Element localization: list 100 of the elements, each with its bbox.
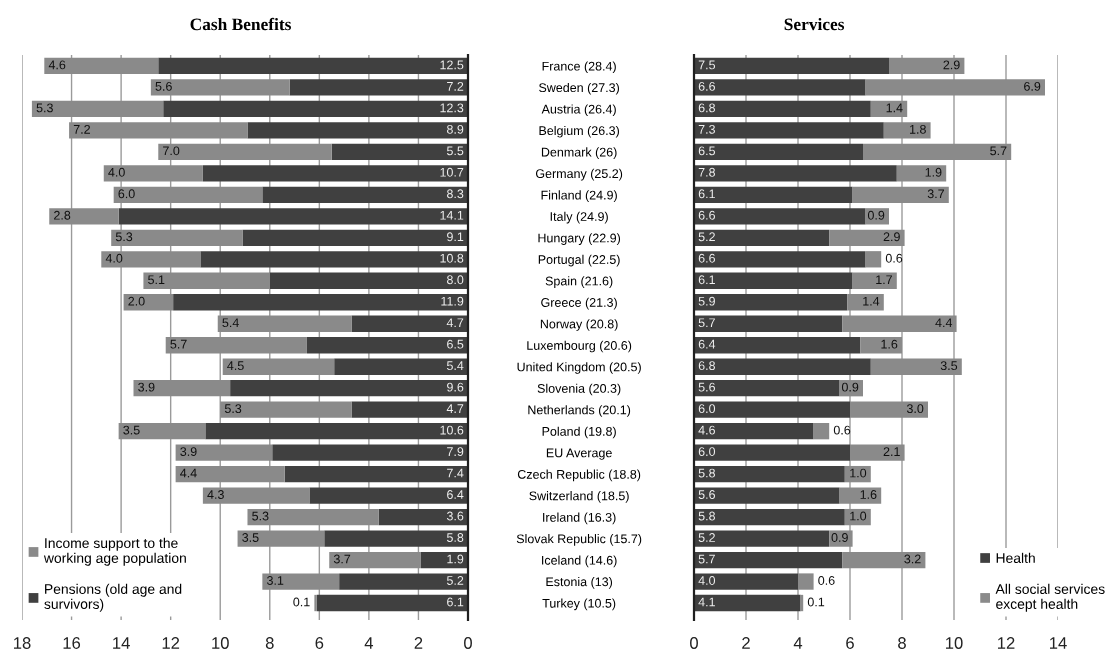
- data-label: 10.7: [440, 167, 464, 177]
- data-label: 1.4: [863, 296, 880, 306]
- data-label: 6.0: [118, 189, 135, 199]
- y-tick-label: Ireland (16.3): [543, 512, 616, 525]
- bar: [202, 165, 468, 182]
- x-tick-label: 12: [162, 637, 180, 649]
- bar: [205, 423, 468, 440]
- bar: [309, 487, 468, 504]
- bar: [694, 380, 840, 397]
- bar: [222, 358, 335, 375]
- bar: [694, 401, 850, 418]
- bar: [694, 251, 866, 268]
- data-label: 3.0: [906, 404, 924, 414]
- bar: [694, 294, 848, 311]
- bar: [314, 594, 317, 612]
- data-label: 4.1: [698, 597, 715, 607]
- data-label: 7.3: [698, 124, 715, 134]
- bar: [242, 229, 468, 246]
- x-tick-label: 0: [464, 637, 472, 649]
- bar: [850, 444, 905, 461]
- bar: [847, 294, 884, 311]
- y-tick-label: United Kingdom (20.5): [517, 362, 641, 374]
- y-tick-label: Estonia (13): [546, 577, 613, 589]
- data-label: 5.3: [224, 404, 242, 414]
- bar: [829, 229, 905, 246]
- bar: [889, 57, 965, 75]
- bar: [842, 551, 926, 569]
- bar: [351, 315, 468, 332]
- y-tick-label: Norway (20.8): [540, 319, 618, 331]
- data-label: 4.7: [446, 318, 464, 327]
- data-label: 5.2: [698, 232, 715, 242]
- x-tick-label: 4: [364, 637, 374, 649]
- data-label: 7.0: [163, 146, 180, 156]
- data-label: 5.4: [222, 318, 239, 328]
- data-label: 10.6: [440, 425, 464, 435]
- data-label: 3.5: [940, 361, 958, 371]
- bar: [694, 337, 861, 354]
- data-label: 5.3: [115, 232, 133, 242]
- data-label: 1.7: [876, 275, 893, 285]
- bar: [694, 186, 853, 204]
- data-label: 8.9: [447, 124, 464, 134]
- bar: [694, 573, 798, 590]
- y-tick-label: Germany (25.2): [535, 168, 623, 181]
- bar: [694, 508, 845, 526]
- bar: [44, 57, 159, 75]
- data-label: 0.6: [833, 425, 851, 435]
- data-label: 6.4: [447, 490, 464, 499]
- bar: [870, 358, 962, 375]
- data-label: 5.7: [698, 554, 715, 564]
- bar: [262, 186, 468, 204]
- bar: [269, 272, 468, 289]
- bar: [163, 100, 468, 118]
- data-label: 1.0: [850, 511, 867, 521]
- data-label: 4.4: [180, 468, 197, 478]
- y-tick-label: Denmark (26): [541, 147, 617, 160]
- bar: [694, 165, 897, 182]
- bar: [289, 79, 468, 96]
- bar: [694, 423, 814, 440]
- bar: [324, 530, 468, 547]
- data-label: 2.8: [54, 210, 71, 220]
- data-label: 3.2: [904, 554, 921, 564]
- data-label: 6.6: [698, 253, 715, 263]
- y-tick-label: Italy (24.9): [550, 211, 608, 224]
- bar: [863, 143, 1012, 161]
- data-label: 6.1: [447, 597, 464, 607]
- y-tick-label: Turkey (10.5): [542, 598, 616, 611]
- bar: [351, 401, 468, 418]
- data-label: 4.7: [446, 404, 464, 413]
- data-label: 6.8: [698, 361, 715, 371]
- data-label: 2.1: [883, 447, 900, 456]
- data-label: 6.4: [698, 339, 716, 349]
- x-tick-label: 10: [212, 637, 229, 649]
- bar: [101, 251, 201, 268]
- data-label: 6.0: [698, 404, 716, 414]
- x-tick-label: 2: [742, 637, 750, 649]
- y-tick-label: Finland (24.9): [541, 190, 617, 202]
- x-tick-label: 10: [946, 637, 963, 649]
- bar: [829, 530, 853, 547]
- x-tick-label: 0: [690, 637, 698, 649]
- x-tick-label: 14: [113, 637, 130, 649]
- data-label: 5.3: [36, 103, 53, 113]
- x-tick-label: 14: [1050, 637, 1067, 649]
- bar: [339, 573, 468, 590]
- bar: [694, 444, 850, 461]
- data-label: 6.0: [698, 447, 716, 456]
- data-label: 6.5: [447, 339, 464, 349]
- legend-label: Health: [996, 552, 1035, 564]
- bar: [123, 294, 174, 311]
- bar: [850, 401, 928, 418]
- data-label: 0.9: [831, 533, 848, 542]
- data-label: 5.7: [170, 339, 187, 349]
- bar: [165, 337, 307, 354]
- data-label: 14.1: [440, 210, 464, 220]
- data-label: 1.8: [910, 124, 926, 134]
- data-label: 5.3: [252, 511, 269, 521]
- bar: [694, 208, 866, 225]
- data-label: 3.5: [242, 533, 259, 542]
- data-label: 10.8: [440, 253, 464, 263]
- x-tick-label: 12: [998, 637, 1015, 649]
- data-label: 6.1: [698, 189, 715, 199]
